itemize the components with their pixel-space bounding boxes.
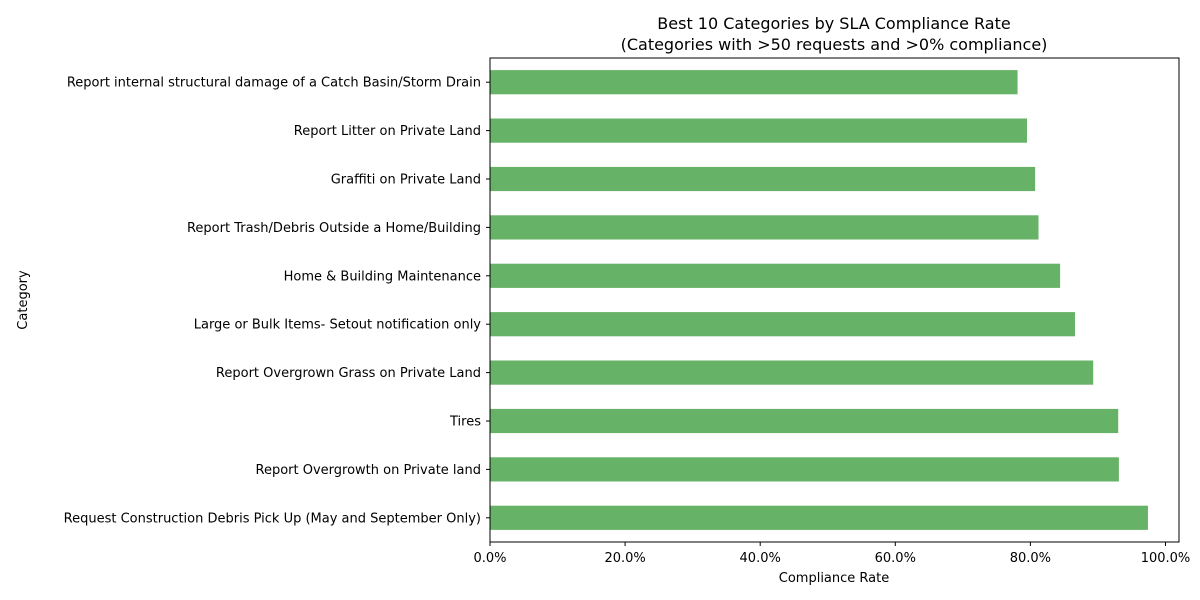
- x-tick-label: 20.0%: [604, 551, 645, 566]
- bar: [490, 360, 1094, 385]
- y-tick-label: Request Construction Debris Pick Up (May…: [64, 511, 481, 526]
- bar: [490, 70, 1018, 95]
- x-tick-label: 60.0%: [875, 551, 916, 566]
- y-tick-label: Graffiti on Private Land: [331, 173, 481, 188]
- y-tick-label: Report Overgrowth on Private land: [256, 463, 481, 478]
- bar: [490, 215, 1039, 240]
- chart-subtitle: (Categories with >50 requests and >0% co…: [621, 35, 1048, 54]
- bar: [490, 408, 1119, 434]
- bar: [490, 263, 1061, 288]
- x-axis-label: Compliance Rate: [779, 571, 889, 586]
- y-tick-label: Report Litter on Private Land: [294, 124, 481, 139]
- y-tick-label: Large or Bulk Items- Setout notification…: [194, 318, 482, 333]
- x-tick-label: 100.0%: [1141, 551, 1191, 566]
- y-tick-label: Report internal structural damage of a C…: [67, 76, 481, 91]
- y-tick-label: Report Trash/Debris Outside a Home/Build…: [187, 221, 481, 236]
- bar: [490, 118, 1028, 143]
- bar: [490, 312, 1075, 337]
- y-tick-label: Tires: [449, 415, 481, 430]
- x-tick-label: 40.0%: [740, 551, 781, 566]
- bar: [490, 457, 1119, 482]
- bar: [490, 505, 1148, 530]
- y-axis-label: Category: [16, 270, 31, 330]
- x-tick-label: 0.0%: [473, 551, 506, 566]
- plot-frame: [489, 57, 1180, 543]
- x-ticks: 0.0% 20.0% 40.0% 60.0% 80.0% 100.0%: [473, 542, 1190, 566]
- y-tick-labels: Report internal structural damage of a C…: [64, 76, 490, 526]
- x-tick-label: 80.0%: [1010, 551, 1051, 566]
- chart-title: Best 10 Categories by SLA Compliance Rat…: [657, 14, 1010, 33]
- y-tick-label: Home & Building Maintenance: [284, 269, 481, 284]
- bar: [490, 166, 1036, 192]
- y-tick-label: Report Overgrown Grass on Private Land: [216, 366, 481, 381]
- bars-group: [490, 70, 1148, 530]
